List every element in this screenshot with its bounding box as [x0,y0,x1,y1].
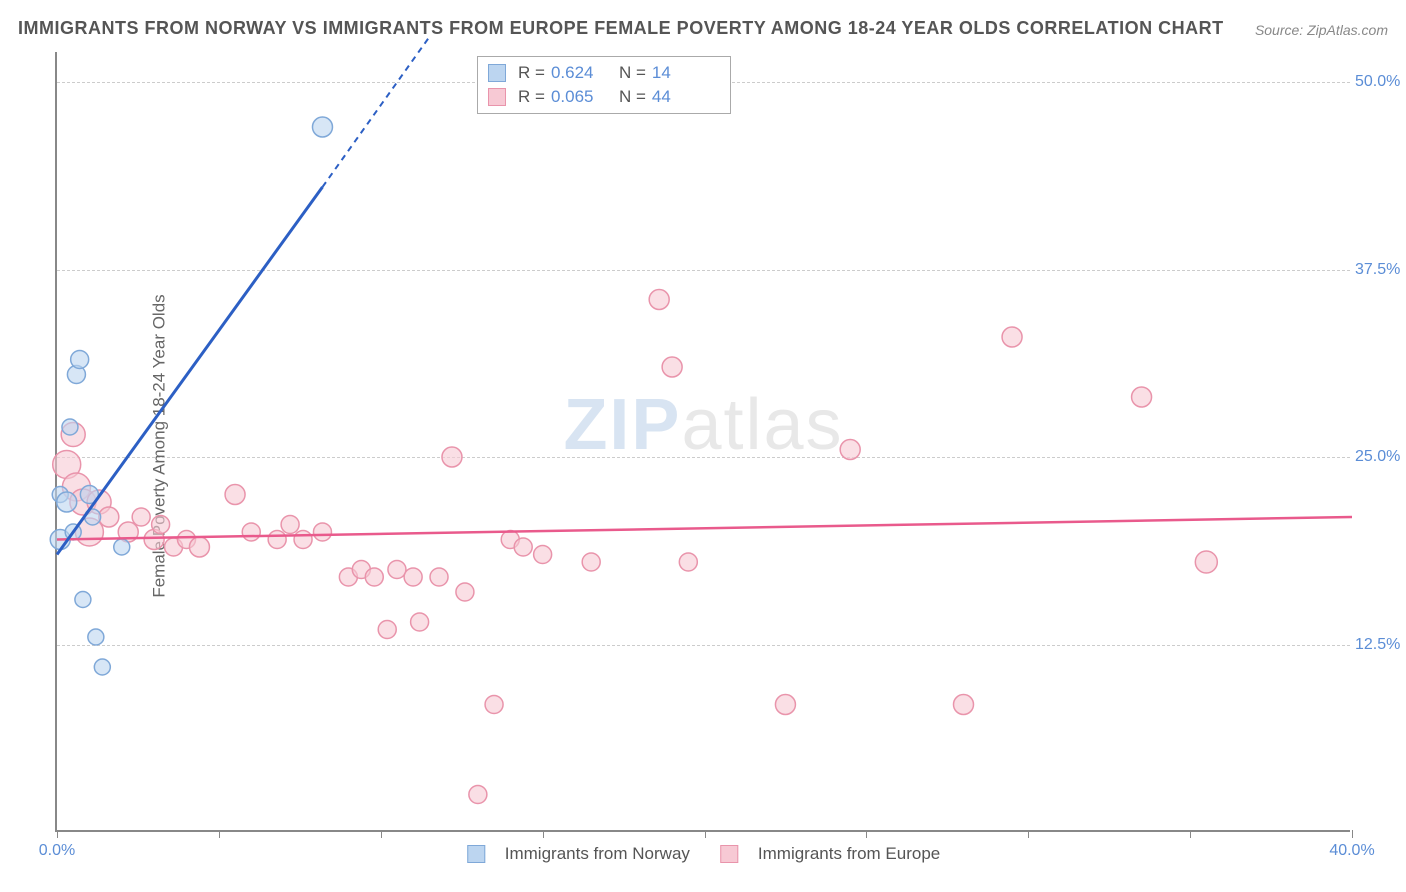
data-point [88,629,104,645]
chart-title: IMMIGRANTS FROM NORWAY VS IMMIGRANTS FRO… [18,18,1224,39]
trend-line [322,37,429,187]
data-point [152,516,170,534]
data-point [268,531,286,549]
data-point [57,492,77,512]
xtick [381,830,382,838]
data-point [132,508,150,526]
data-point [1002,327,1022,347]
data-point [840,440,860,460]
xtick [543,830,544,838]
legend-item-norway: Immigrants from Norway [467,844,690,864]
data-point [94,659,110,675]
data-point [189,537,209,557]
swatch-europe-icon [720,845,738,863]
xtick [1028,830,1029,838]
xtick [866,830,867,838]
source-attribution: Source: ZipAtlas.com [1255,22,1388,38]
data-point [294,531,312,549]
data-point [514,538,532,556]
data-point [313,523,331,541]
series-legend: Immigrants from Norway Immigrants from E… [467,844,940,864]
data-point [534,546,552,564]
chart-container: IMMIGRANTS FROM NORWAY VS IMMIGRANTS FRO… [0,0,1406,892]
data-point [281,516,299,534]
data-point [1132,387,1152,407]
data-point [582,553,600,571]
data-point [430,568,448,586]
data-point [485,696,503,714]
xtick-label: 0.0% [39,842,75,860]
data-point [312,117,332,137]
data-point [469,786,487,804]
legend-label-norway: Immigrants from Norway [505,844,690,864]
data-point [404,568,422,586]
data-point [679,553,697,571]
xtick [1190,830,1191,838]
data-point [62,419,78,435]
legend-label-europe: Immigrants from Europe [758,844,940,864]
ytick-label: 25.0% [1355,448,1406,466]
swatch-norway-icon [467,845,485,863]
data-point [365,568,383,586]
data-point [649,290,669,310]
ytick-label: 12.5% [1355,636,1406,654]
scatter-svg [57,52,1350,830]
data-point [442,447,462,467]
ytick-label: 37.5% [1355,261,1406,279]
data-point [114,539,130,555]
data-point [456,583,474,601]
xtick [57,830,58,838]
data-point [954,695,974,715]
data-point [411,613,429,631]
xtick [1352,830,1353,838]
data-point [662,357,682,377]
data-point [1195,551,1217,573]
data-point [378,621,396,639]
data-point [388,561,406,579]
data-point [775,695,795,715]
legend-item-europe: Immigrants from Europe [720,844,940,864]
xtick-label: 40.0% [1329,842,1374,860]
ytick-label: 50.0% [1355,73,1406,91]
trend-line [57,187,322,555]
data-point [99,507,119,527]
xtick [705,830,706,838]
data-point [242,523,260,541]
data-point [225,485,245,505]
data-point [75,592,91,608]
plot-area: ZIPatlas 12.5%25.0%37.5%50.0% 0.0%40.0% … [55,52,1350,832]
data-point [71,351,89,369]
xtick [219,830,220,838]
